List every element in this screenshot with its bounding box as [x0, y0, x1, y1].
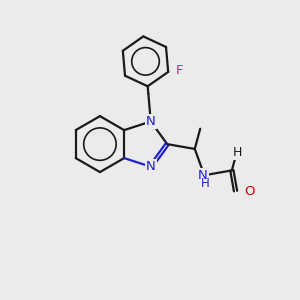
Text: H: H: [200, 177, 209, 190]
Text: O: O: [244, 184, 254, 198]
Text: H: H: [233, 146, 242, 159]
Text: N: N: [198, 169, 208, 182]
Text: F: F: [176, 64, 183, 77]
Text: N: N: [146, 160, 156, 173]
Text: N: N: [146, 115, 156, 128]
